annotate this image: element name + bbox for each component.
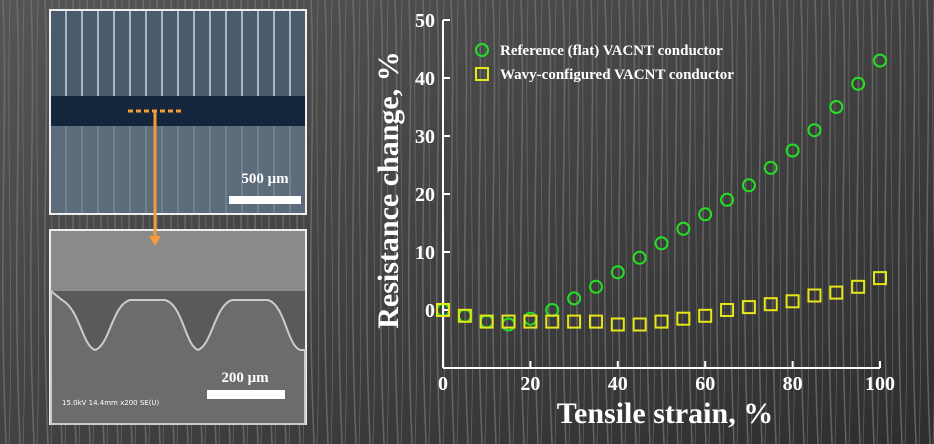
marker — [873, 53, 887, 68]
marker — [698, 207, 713, 222]
marker — [632, 317, 647, 332]
marker — [741, 300, 756, 315]
legend-label: Wavy-configured VACNT conductor — [500, 67, 734, 83]
marker — [720, 192, 735, 207]
marker — [807, 123, 822, 138]
marker — [785, 294, 800, 309]
marker — [610, 265, 625, 280]
legend-marker — [475, 67, 489, 81]
marker — [720, 303, 735, 317]
x-tick-label: 100 — [865, 373, 895, 395]
sem-info: 15.0kV 14.4mm x200 SE(U) — [62, 399, 160, 407]
arrow-head — [149, 236, 161, 246]
y-tick-label: 50 — [415, 10, 435, 32]
marker — [741, 178, 756, 193]
marker — [807, 288, 822, 303]
x-tick-label: 80 — [783, 373, 803, 395]
y-tick-label: 40 — [415, 68, 435, 90]
x-tick-label: 40 — [608, 373, 628, 395]
marker — [479, 314, 494, 329]
marker — [698, 308, 713, 323]
sem-bottom: 200 μm 15.0kV 14.4mm x200 SE(U) — [49, 229, 307, 425]
marker — [523, 314, 538, 329]
sem-top: 500 μm — [49, 9, 307, 215]
x-tick-label: 60 — [695, 373, 715, 395]
marker — [545, 314, 560, 329]
marker — [567, 291, 582, 306]
y-tick-label: 20 — [415, 184, 435, 206]
marker — [632, 250, 647, 265]
marker — [501, 314, 516, 329]
legend-label: Reference (flat) VACNT conductor — [500, 43, 723, 59]
marker — [588, 314, 603, 329]
marker — [654, 236, 669, 251]
marker — [610, 317, 625, 332]
y-tick-label: 0 — [425, 300, 435, 322]
marker — [676, 311, 691, 326]
marker — [588, 279, 603, 294]
scale-label: 500 μm — [241, 171, 289, 187]
marker — [873, 271, 887, 286]
marker — [851, 279, 866, 294]
marker — [567, 314, 582, 329]
marker — [829, 100, 844, 114]
marker — [763, 297, 778, 312]
marker — [676, 221, 691, 236]
marker — [829, 285, 844, 300]
marker — [851, 76, 866, 91]
legend-marker — [475, 43, 489, 57]
marker — [785, 143, 800, 158]
marker — [763, 160, 778, 175]
x-axis-label: Tensile strain, % — [557, 397, 773, 430]
marker — [654, 314, 669, 329]
marker — [457, 308, 472, 323]
scale-label: 200 μm — [221, 370, 269, 386]
x-tick-label: 0 — [438, 373, 448, 395]
marker — [436, 303, 450, 317]
y-tick-label: 30 — [415, 126, 435, 148]
y-tick-label: 10 — [415, 242, 435, 264]
y-axis-label: Resistance change, % — [372, 51, 405, 328]
x-tick-label: 20 — [520, 373, 540, 395]
